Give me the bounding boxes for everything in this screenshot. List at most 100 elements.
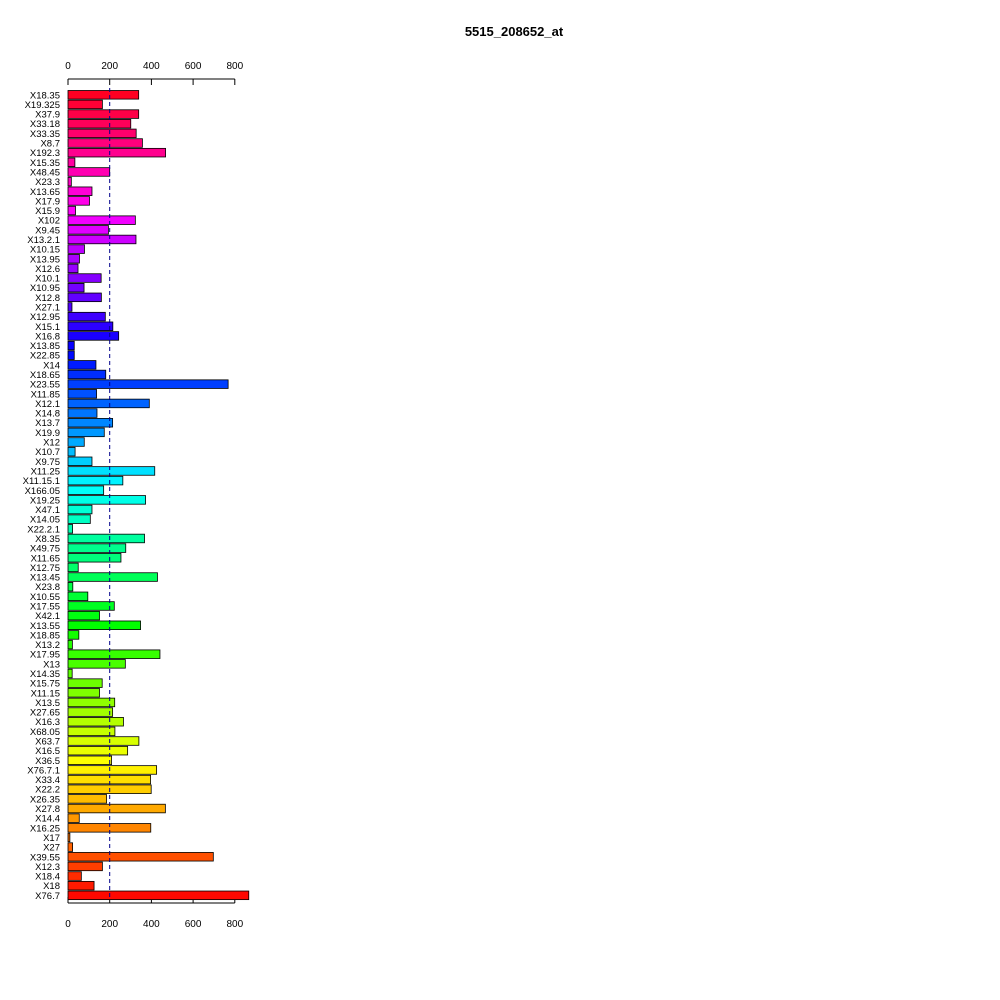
category-label: X14.05	[30, 515, 60, 526]
bar-X9.45	[67, 225, 109, 235]
bar-X76.7.1	[67, 765, 158, 775]
bar-X10.7	[67, 446, 76, 457]
category-label: X10.95	[30, 283, 60, 294]
category-label: X13.2	[35, 640, 60, 651]
category-label: X13.45	[30, 573, 60, 584]
category-label: X11.85	[31, 389, 60, 400]
category-label: X10.1	[35, 274, 60, 285]
category-label: X49.75	[30, 544, 60, 555]
category-label: X16.5	[35, 746, 60, 757]
bar-X11.15	[67, 688, 100, 698]
category-label: X19.9	[35, 428, 60, 439]
bar-X11.85	[67, 389, 97, 399]
category-label: X102	[38, 216, 60, 227]
bar-X18.35	[67, 90, 140, 100]
category-label: X48.45	[30, 167, 60, 178]
category-label: X12.6	[35, 264, 60, 275]
bar-X17.95	[67, 649, 161, 659]
category-label: X14.4	[35, 814, 60, 825]
bar-X76.7	[67, 890, 250, 901]
bar-X102	[67, 215, 136, 225]
tick-label: 600	[185, 61, 202, 72]
category-label: X11.65	[31, 553, 60, 564]
category-label: X192.3	[30, 148, 60, 159]
bar-X14.35	[67, 668, 73, 679]
bar-X11.65	[67, 553, 122, 563]
category-label: X16.25	[30, 823, 60, 834]
bar-X63.7	[67, 736, 140, 746]
bar-X14.4	[67, 813, 80, 823]
category-label: X18.65	[30, 370, 60, 381]
bar-X27.8	[67, 803, 166, 814]
category-label: X15.35	[30, 158, 60, 169]
bar-X13	[67, 659, 126, 669]
bar-X33.18	[67, 119, 132, 129]
bar-X14.8	[67, 408, 98, 418]
bar-X26.35	[67, 794, 107, 804]
tick-label: 400	[143, 919, 160, 930]
tick-label: 200	[101, 61, 118, 72]
category-label: X63.7	[35, 737, 60, 748]
bar-X13.2	[67, 639, 73, 650]
category-label: X22.2	[35, 785, 60, 796]
bar-X19.9	[67, 427, 105, 438]
bar-X18.85	[67, 630, 80, 640]
tick-label: 800	[226, 61, 243, 72]
category-label: X13.2.1	[27, 235, 60, 246]
bar-X15.9	[67, 205, 76, 216]
bar-X15.1	[67, 321, 114, 331]
category-label: X11.25	[31, 466, 60, 477]
bar-X15.35	[67, 157, 76, 168]
bar-X10.15	[67, 244, 85, 254]
chart-title: 5515_208652_at	[465, 24, 564, 39]
bar-X13.2.1	[67, 234, 137, 245]
bottom-x-axis: 0 200 400 600 800	[65, 897, 244, 930]
bar-X22.85	[67, 350, 75, 360]
tick-label: 400	[143, 61, 160, 72]
category-label: X14.8	[35, 409, 60, 420]
category-label: X13.65	[30, 187, 60, 198]
bar-X39.55	[67, 852, 214, 862]
category-label: X10.7	[35, 447, 60, 458]
bar-X42.1	[67, 610, 100, 621]
category-label: X36.5	[35, 756, 60, 767]
bar-X12.1	[67, 398, 150, 409]
top-x-axis: 0 200 400 600 800	[65, 61, 244, 85]
category-label: X8.35	[35, 534, 60, 545]
bar-X13.65	[67, 186, 93, 196]
bar-X18.65	[67, 369, 107, 380]
category-label: X37.9	[35, 110, 60, 121]
category-label: X27.1	[35, 302, 60, 313]
bar-X13.55	[67, 620, 141, 630]
category-label: X18.4	[35, 872, 60, 883]
category-label: X23.55	[30, 380, 60, 391]
category-label: X9.75	[35, 457, 60, 468]
category-label: X13.55	[30, 621, 60, 632]
bar-X27	[67, 842, 73, 852]
category-label: X23.3	[35, 177, 60, 188]
category-label: X13	[43, 659, 60, 670]
category-label: X13.85	[30, 341, 60, 352]
category-label: X47.1	[35, 505, 60, 516]
bar-X16.8	[67, 331, 120, 341]
category-label: X18	[43, 881, 60, 892]
category-label: X17	[43, 833, 60, 844]
bar-X48.45	[67, 167, 111, 177]
category-labels: X18.35X19.325X37.9X33.18X33.35X8.7X192.3…	[23, 90, 60, 902]
bar-X13.95	[67, 254, 80, 264]
category-label: X15.9	[35, 206, 60, 217]
category-label: X10.55	[30, 592, 60, 603]
category-label: X166.05	[25, 486, 60, 497]
bar-X10.1	[67, 273, 102, 283]
bar-X13.5	[67, 697, 116, 708]
bar-X19.25	[67, 495, 146, 505]
bar-X13.45	[67, 572, 158, 582]
bar-X23.3	[67, 176, 72, 187]
category-label: X16.8	[35, 331, 60, 342]
category-label: X10.15	[30, 245, 60, 256]
category-label: X27.65	[30, 708, 60, 719]
tick-label: 800	[226, 919, 243, 930]
bar-X23.8	[67, 581, 74, 592]
bar-X17	[67, 832, 71, 843]
